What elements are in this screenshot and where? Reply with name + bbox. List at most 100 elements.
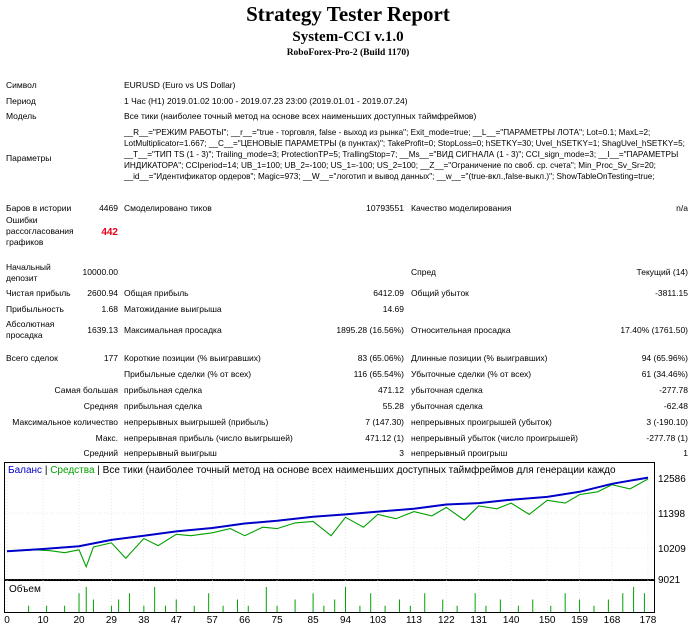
x-tick-label: 140	[503, 615, 520, 624]
params-label: Параметры	[6, 153, 52, 163]
x-tick-label: 85	[308, 615, 320, 624]
gross-loss-label: Общий убыток	[411, 288, 469, 298]
volume-bars	[28, 587, 645, 612]
gross-profit-value: 6412.09	[373, 288, 404, 298]
x-tick-label: 122	[438, 615, 455, 624]
loss-trades-value: 61 (34.46%)	[641, 369, 688, 379]
x-tick-label: 47	[171, 615, 183, 624]
avgcons-label: Средний	[83, 448, 118, 458]
volume-label: Объем	[9, 583, 41, 595]
bars-value: 4469	[99, 203, 118, 213]
average-label: Средняя	[83, 401, 118, 411]
profit-trades-label: Прибыльные сделки (% от всех)	[124, 369, 252, 379]
errors-label: Ошибки рассогласования графиков	[6, 215, 74, 247]
average-loss-value: -62.48	[663, 401, 688, 411]
net-value: 2600.94	[87, 288, 118, 298]
average-profit-label: прибыльная сделка	[124, 401, 203, 411]
legend-balance: Баланс	[8, 465, 42, 476]
long-value: 94 (65.96%)	[641, 353, 688, 363]
legend-model: Все тики (наиболее точный метод на основ…	[103, 464, 616, 476]
x-tick-label: 20	[73, 615, 85, 624]
errors-value: 442	[101, 227, 118, 238]
spread-value: Текущий (14)	[636, 267, 688, 277]
balance-chart-svg: 12586 11398 10209 9021 0 10 20 29 38 47 57 66 75 85 9…	[4, 462, 686, 624]
bars-label: Баров в истории	[6, 203, 72, 213]
loss-trades-label: Убыточные сделки (% от всех)	[411, 369, 532, 379]
x-tick-label: 75	[272, 615, 284, 624]
y-tick-label: 12586	[658, 474, 686, 485]
pf-value: 1.68	[101, 304, 118, 314]
model-value: Все тики (наиболее точный метод на основ…	[124, 111, 477, 121]
avgcons-wins-label: непрерывный выигрыш	[124, 448, 217, 458]
payoff-label: Матожидание выигрыша	[124, 304, 222, 314]
maxcount-wins-value: 7 (147.30)	[365, 417, 404, 427]
avgcons-wins-value: 3	[399, 448, 404, 458]
profit-trades-value: 116 (65.54%)	[353, 369, 404, 379]
period-value: 1 Час (H1) 2019.01.02 10:00 - 2019.07.23…	[124, 96, 408, 106]
maximal-profit-value: 471.12 (1)	[365, 433, 404, 443]
model-label: Модель	[6, 111, 37, 121]
gross-loss-value: -3811.15	[655, 288, 688, 298]
rel-dd-label: Относительная просадка	[411, 325, 511, 335]
x-tick-labels: 0 10 20 29 38 47 57 66 75 85 94 103 113 122 131 140 150 1…	[4, 615, 657, 624]
chart-legend: Баланс | Средства | Все тики (наиболее т…	[8, 464, 616, 476]
largest-loss-value: -277.78	[659, 385, 688, 395]
x-tick-label: 159	[571, 615, 588, 624]
x-tick-label: 168	[604, 615, 621, 624]
long-label: Длинные позиции (% выигравших)	[411, 353, 548, 363]
x-tick-label: 10	[37, 615, 49, 624]
x-tick-label: 113	[406, 615, 422, 624]
maximal-loss-value: -277.78 (1)	[646, 433, 688, 443]
maxcount-label: Максимальное количество	[12, 417, 118, 427]
ticks-label: Смоделировано тиков	[124, 203, 212, 213]
maximal-label: Макс.	[95, 433, 118, 443]
x-tick-label: 0	[4, 615, 10, 624]
ticks-value: 10793551	[366, 203, 404, 213]
maxcount-losses-value: 3 (-190.10)	[646, 417, 688, 427]
pf-label: Прибыльность	[6, 304, 64, 314]
avgcons-losses-label: непрерывный проигрыш	[411, 448, 508, 458]
short-value: 83 (65.06%)	[357, 353, 404, 363]
payoff-value: 14.69	[382, 304, 404, 314]
legend-separator: |	[42, 465, 50, 476]
x-tick-label: 94	[340, 615, 352, 624]
abs-dd-value: 1639.13	[87, 325, 118, 335]
total-label: Всего сделок	[6, 353, 58, 363]
x-tick-label: 103	[370, 615, 387, 624]
main-plot-area	[4, 462, 655, 580]
y-tick-label: 10209	[658, 544, 686, 555]
symbol-label: Символ	[6, 80, 37, 90]
quality-label: Качество моделирования	[411, 203, 512, 213]
equity-series	[6, 478, 649, 569]
avgcons-losses-value: 1	[683, 448, 688, 458]
largest-label: Самая большая	[54, 385, 118, 395]
largest-profit-value: 471.12	[378, 385, 404, 395]
deposit-value: 10000.00	[82, 267, 118, 277]
x-tick-label: 131	[470, 615, 487, 624]
short-label: Короткие позиции (% выигравших)	[124, 353, 261, 363]
x-tick-label: 66	[239, 615, 251, 624]
equity-line	[6, 478, 649, 569]
server-name: RoboForex-Pro-2 (Build 1170)	[286, 48, 410, 58]
net-label: Чистая прибыль	[6, 288, 71, 298]
x-tick-label: 57	[207, 615, 219, 624]
average-profit-value: 55.28	[382, 401, 404, 411]
average-loss-label: убыточная сделка	[411, 401, 483, 411]
total-value: 177	[103, 353, 118, 363]
spread-label: Спред	[411, 267, 436, 277]
maximal-loss-label: непрерывный убыток (число проигрышей)	[411, 433, 578, 443]
maxcount-wins-label: непрерывных выигрышей (прибыль)	[124, 417, 269, 427]
volume-plot-area	[4, 580, 655, 613]
report-title: Strategy Tester Report	[246, 2, 450, 26]
x-tick-label: 150	[539, 615, 556, 624]
expert-name: System-CCI v.1.0	[292, 29, 404, 45]
y-tick-labels: 12586 11398 10209 9021	[658, 474, 686, 586]
symbol-value: EURUSD (Euro vs US Dollar)	[124, 80, 236, 90]
balance-chart: 12586 11398 10209 9021 0 10 20 29 38 47 57 66 75 85 9…	[4, 462, 692, 624]
chart-grid	[5, 463, 654, 612]
params-value: __R__="РЕЖИМ РАБОТЫ"; __r__="true - торг…	[124, 128, 685, 181]
gross-profit-label: Общая прибыль	[124, 288, 189, 298]
max-dd-value: 1895.28 (16.56%)	[336, 325, 404, 335]
period-label: Период	[6, 96, 36, 106]
x-tick-label: 29	[106, 615, 118, 624]
